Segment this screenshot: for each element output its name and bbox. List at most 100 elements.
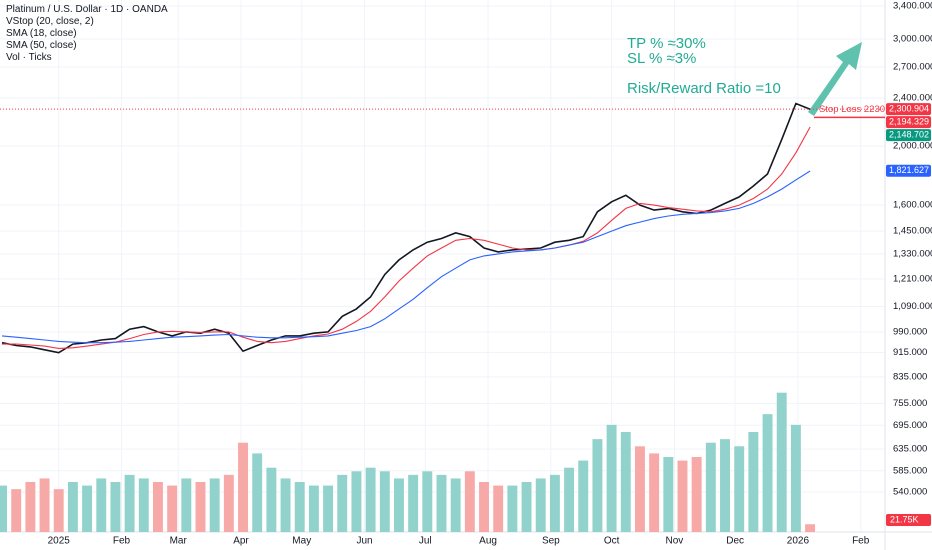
x-tick-label: Sep (542, 536, 560, 547)
volume-bar (606, 424, 617, 532)
volume-bar (138, 478, 149, 532)
price-tag (886, 103, 931, 116)
y-tick-label: 1,450.000 (893, 226, 932, 237)
volume-bar (39, 478, 50, 532)
volume-bar (748, 432, 759, 532)
y-tick-label: 990.000 (893, 326, 927, 337)
volume-bar (223, 474, 234, 532)
legend-item: VStop (20, close, 2) (6, 16, 94, 27)
volume-bar (677, 460, 688, 532)
volume-bar (408, 474, 419, 532)
volume-bar (280, 478, 291, 532)
y-tick-label: 1,210.000 (893, 273, 932, 284)
y-tick-label: 585.000 (893, 465, 927, 476)
volume-bar (479, 482, 489, 532)
x-tick-label: Jul (419, 536, 432, 547)
volume-bar (578, 460, 589, 532)
volume-bar (634, 446, 645, 532)
price-line (1, 102, 811, 354)
volume-bar (649, 453, 660, 532)
x-tick-label: Dec (726, 536, 744, 547)
volume-bar (25, 482, 36, 532)
volume-bar (351, 471, 362, 532)
y-tick-label: 635.000 (893, 444, 927, 455)
volume-bar (11, 489, 22, 532)
volume-bar (323, 485, 334, 532)
x-tick-label: Feb (852, 536, 870, 547)
y-tick-label: 695.000 (893, 420, 927, 431)
y-tick-label: 1,600.000 (893, 200, 932, 211)
volume-bar (493, 485, 504, 532)
y-tick-label: 755.000 (893, 398, 927, 409)
sma-line (1, 170, 811, 344)
legend-title: Platinum / U.S. Dollar · 1D · OANDA (6, 4, 168, 15)
price-tag-label: 1,821.627 (889, 165, 929, 175)
annotation: TP % ≈30% (627, 35, 706, 52)
legend-item: SMA (18, close) (6, 28, 77, 39)
volume-bar (82, 485, 93, 532)
volume-bar (521, 482, 532, 532)
volume-bar (776, 392, 787, 532)
y-tick-label: 1,090.000 (893, 301, 932, 312)
y-tick-label: 1,330.000 (893, 248, 932, 259)
volume-bar (124, 474, 135, 532)
x-tick-label: 2025 (48, 536, 71, 547)
volume-bar (365, 467, 376, 532)
volume-bar (379, 471, 390, 532)
volume-bar (691, 457, 702, 532)
volume-bar (464, 471, 475, 532)
y-tick-label: 835.000 (893, 371, 927, 382)
volume-bar (238, 442, 248, 532)
legend-item: Vol · Ticks (6, 52, 52, 63)
volume-bar (110, 482, 121, 532)
legend-item: SMA (50, close) (6, 40, 77, 51)
volume-bar (252, 453, 263, 532)
price-tag (886, 116, 931, 129)
x-tick-label: Nov (665, 536, 683, 547)
volume-bar (167, 485, 178, 532)
x-tick-label: Aug (479, 536, 497, 547)
y-tick-label: 3,400.000 (893, 1, 932, 12)
volume-bar (762, 414, 773, 532)
x-tick-label: Oct (604, 536, 620, 547)
price-tag (886, 129, 931, 142)
volume-bar (96, 478, 107, 532)
volume-bar (564, 467, 575, 532)
volume-tag-label: 21.75K (890, 514, 919, 524)
price-tag-label: 2,148.702 (889, 129, 929, 139)
y-tick-label: 2,400.000 (893, 92, 932, 103)
price-tag (886, 164, 931, 177)
price-tag-label: 2,300.904 (889, 103, 929, 113)
volume-bar (308, 485, 319, 532)
volume-bar (549, 474, 560, 532)
volume-bar (592, 439, 603, 532)
volume-bar (195, 482, 206, 532)
x-tick-label: 2026 (787, 536, 810, 547)
x-tick-label: Apr (233, 536, 249, 547)
volume-bar (535, 478, 546, 532)
sma-line (2, 126, 811, 349)
annotation: SL % ≈3% (627, 50, 696, 67)
x-tick-label: Jun (356, 536, 372, 547)
annotation: Risk/Reward Ratio =10 (627, 80, 781, 97)
volume-bar (153, 482, 163, 532)
volume-bar (450, 478, 461, 532)
volume-bar (337, 474, 348, 532)
volume-bar (663, 457, 674, 532)
arrow (808, 42, 862, 116)
volume-bar (181, 478, 192, 532)
volume-bar (422, 471, 433, 532)
y-tick-label: 915.000 (893, 347, 927, 358)
volume-bar (805, 524, 816, 532)
volume-bar (790, 424, 801, 532)
volume-bar (436, 474, 447, 532)
volume-bar (393, 478, 404, 532)
volume-bar (294, 482, 305, 532)
y-tick-label: 540.000 (893, 486, 927, 497)
price-tag-label: 2,194.329 (889, 116, 929, 126)
y-tick-label: 2,000.000 (893, 141, 932, 152)
volume-bar (209, 478, 220, 532)
legend: Platinum / U.S. Dollar · 1D · OANDA VSto… (6, 4, 168, 64)
volume-bar (620, 432, 631, 532)
